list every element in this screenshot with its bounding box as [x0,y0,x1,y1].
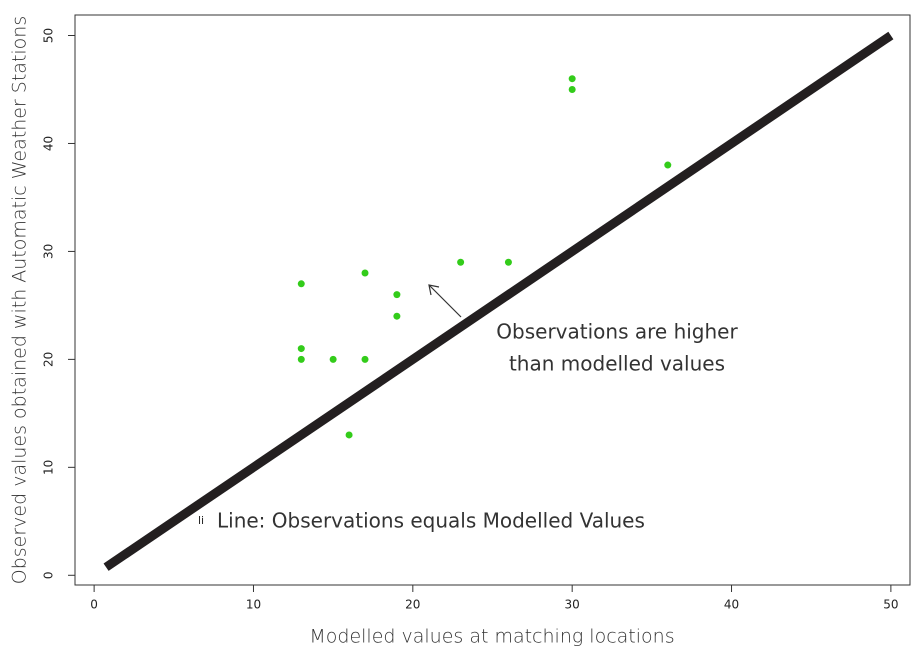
x-tick-label: 40 [724,598,739,612]
point [297,355,305,363]
y-tick-label: 20 [42,352,56,367]
y-tick-label: 10 [42,460,56,475]
point [664,161,672,169]
x-axis-label: Modelled values at matching locations [309,626,674,648]
point [504,258,512,266]
point [345,431,353,439]
point [393,312,401,320]
x-tick-label: 0 [90,598,98,612]
point [297,345,305,353]
point [361,355,369,363]
point [457,258,465,266]
point [568,75,576,83]
annotation-line: than modelled values [509,352,725,376]
point [329,355,337,363]
annotation-arrow [428,284,462,318]
x-tick-label: 10 [246,598,261,612]
reference-line [103,31,894,571]
point [361,269,369,277]
point [393,291,401,299]
x-tick-label: 20 [405,598,420,612]
point [568,85,576,93]
annotation-line: Observations are higher [496,320,738,344]
y-tick-label: 50 [42,28,56,43]
y-tick-label: 40 [42,136,56,151]
plot-frame [74,14,911,586]
point [297,280,305,288]
x-tick-label: 50 [883,598,898,612]
line-marker: li [198,514,204,527]
line-label: Line: Observations equals Modelled Value… [217,509,645,533]
y-tick-label: 0 [42,571,56,579]
x-tick-label: 30 [565,598,580,612]
y-tick-label: 30 [42,244,56,259]
y-axis-label: Observed values obtained with Automatic … [9,16,31,585]
